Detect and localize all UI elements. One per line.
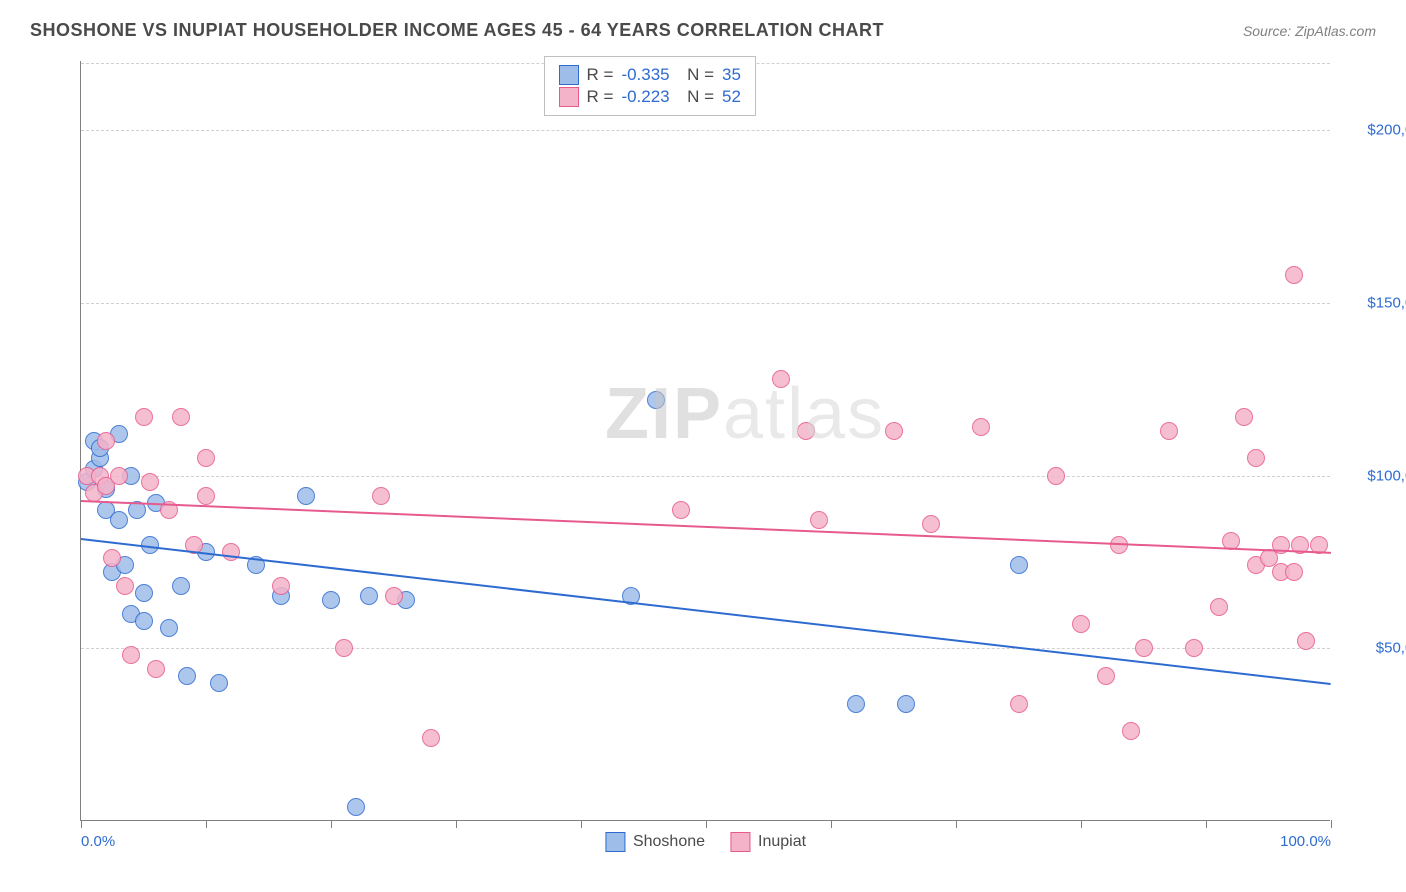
gridline	[81, 303, 1330, 304]
y-tick-label: $200,000	[1340, 122, 1406, 139]
x-tick	[581, 820, 582, 828]
scatter-point	[810, 511, 828, 529]
stats-legend: R = -0.335 N = 35R = -0.223 N = 52	[544, 56, 756, 116]
scatter-point	[141, 473, 159, 491]
y-tick-label: $150,000	[1340, 294, 1406, 311]
scatter-point	[272, 577, 290, 595]
legend-item: Shoshone	[605, 832, 705, 852]
stats-row: R = -0.223 N = 52	[559, 87, 741, 107]
x-tick	[81, 820, 82, 828]
stat-label: N =	[678, 65, 714, 85]
scatter-point	[322, 591, 340, 609]
scatter-point	[1097, 667, 1115, 685]
scatter-point	[160, 619, 178, 637]
x-tick	[956, 820, 957, 828]
scatter-point	[135, 612, 153, 630]
scatter-point	[372, 487, 390, 505]
x-tick-label: 0.0%	[81, 833, 115, 850]
x-tick-label: 100.0%	[1280, 833, 1331, 850]
x-tick	[456, 820, 457, 828]
scatter-point	[135, 584, 153, 602]
scatter-point	[847, 695, 865, 713]
scatter-point	[797, 422, 815, 440]
legend-label: Shoshone	[633, 833, 705, 851]
scatter-point	[172, 408, 190, 426]
scatter-point	[1235, 408, 1253, 426]
scatter-point	[1285, 266, 1303, 284]
scatter-point	[885, 422, 903, 440]
r-value: -0.335	[621, 65, 669, 85]
legend-label: Inupiat	[758, 833, 806, 851]
legend-item: Inupiat	[730, 832, 806, 852]
scatter-point	[385, 587, 403, 605]
x-tick	[1206, 820, 1207, 828]
n-value: 52	[722, 87, 741, 107]
y-tick-label: $50,000	[1340, 640, 1406, 657]
scatter-point	[1047, 467, 1065, 485]
scatter-point	[347, 798, 365, 816]
trend-line	[81, 538, 1331, 685]
scatter-point	[103, 549, 121, 567]
stat-label: N =	[678, 87, 714, 107]
scatter-point	[197, 449, 215, 467]
scatter-point	[197, 487, 215, 505]
correlation-chart: $50,000$100,000$150,000$200,0000.0%100.0…	[30, 61, 1376, 881]
scatter-point	[772, 370, 790, 388]
scatter-point	[110, 511, 128, 529]
source-attribution: Source: ZipAtlas.com	[1243, 23, 1376, 39]
scatter-point	[116, 577, 134, 595]
scatter-point	[172, 577, 190, 595]
scatter-point	[147, 660, 165, 678]
legend-swatch	[559, 65, 579, 85]
scatter-point	[135, 408, 153, 426]
gridline	[81, 130, 1330, 131]
y-tick-label: $100,000	[1340, 467, 1406, 484]
legend-swatch	[559, 87, 579, 107]
scatter-point	[360, 587, 378, 605]
chart-title: SHOSHONE VS INUPIAT HOUSEHOLDER INCOME A…	[30, 20, 884, 41]
scatter-point	[1072, 615, 1090, 633]
scatter-point	[1247, 449, 1265, 467]
plot-area: $50,000$100,000$150,000$200,0000.0%100.0…	[80, 61, 1330, 821]
stat-label: R =	[587, 65, 614, 85]
x-tick	[206, 820, 207, 828]
stats-row: R = -0.335 N = 35	[559, 65, 741, 85]
scatter-point	[972, 418, 990, 436]
scatter-point	[1297, 632, 1315, 650]
gridline	[81, 476, 1330, 477]
trend-line	[81, 500, 1331, 554]
scatter-point	[335, 639, 353, 657]
scatter-point	[97, 432, 115, 450]
scatter-point	[178, 667, 196, 685]
r-value: -0.223	[621, 87, 669, 107]
x-tick	[331, 820, 332, 828]
scatter-point	[672, 501, 690, 519]
scatter-point	[297, 487, 315, 505]
scatter-point	[110, 467, 128, 485]
scatter-point	[1210, 598, 1228, 616]
scatter-point	[1122, 722, 1140, 740]
n-value: 35	[722, 65, 741, 85]
x-tick	[1081, 820, 1082, 828]
x-tick	[831, 820, 832, 828]
legend-swatch	[605, 832, 625, 852]
scatter-point	[422, 729, 440, 747]
scatter-point	[1135, 639, 1153, 657]
scatter-point	[210, 674, 228, 692]
scatter-point	[1185, 639, 1203, 657]
scatter-point	[922, 515, 940, 533]
scatter-point	[1010, 695, 1028, 713]
stat-label: R =	[587, 87, 614, 107]
series-legend: Shoshone Inupiat	[605, 832, 806, 852]
scatter-point	[122, 646, 140, 664]
x-tick	[1331, 820, 1332, 828]
legend-swatch	[730, 832, 750, 852]
scatter-point	[647, 391, 665, 409]
scatter-point	[897, 695, 915, 713]
scatter-point	[1285, 563, 1303, 581]
scatter-point	[1010, 556, 1028, 574]
scatter-point	[1160, 422, 1178, 440]
x-tick	[706, 820, 707, 828]
